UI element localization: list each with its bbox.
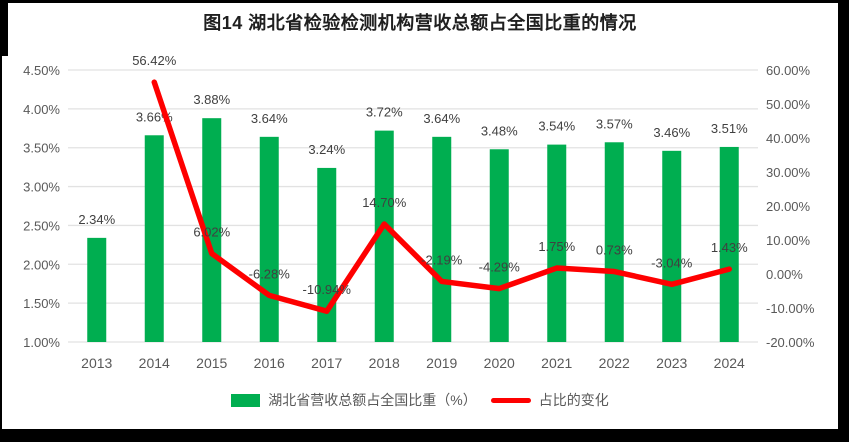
frame-corner-block [0, 0, 8, 56]
right-axis-tick: 30.00% [766, 165, 811, 180]
bar-2018 [374, 130, 394, 342]
x-axis-label-2021: 2021 [541, 355, 572, 371]
bar-label-2019: 3.64% [423, 111, 460, 126]
left-axis-tick: 2.00% [23, 257, 60, 272]
bar-2020 [489, 149, 509, 342]
bar-label-2024: 3.51% [711, 121, 748, 136]
x-axis-label-2013: 2013 [81, 355, 112, 371]
bar-label-2013: 2.34% [78, 212, 115, 227]
bar-2015 [202, 118, 222, 342]
right-axis-tick: -20.00% [766, 335, 815, 350]
left-axis-tick: 1.00% [23, 335, 60, 350]
line-label-2023: -3.04% [651, 255, 693, 270]
line-label-2016: -6.28% [249, 266, 291, 281]
line-label-2019: -2.19% [421, 252, 463, 267]
line-label-2014: 56.42% [132, 53, 177, 68]
bar-series-swatch-icon [231, 393, 261, 407]
left-axis-tick: 3.50% [23, 141, 60, 156]
right-axis-tick: 50.00% [766, 97, 811, 112]
right-axis-tick: -10.00% [766, 301, 815, 316]
x-axis-label-2016: 2016 [254, 355, 285, 371]
chart-title: 图14 湖北省检验检测机构营收总额占全国比重的情况 [203, 13, 637, 33]
x-axis-label-2014: 2014 [139, 355, 170, 371]
line-label-2015: 6.02% [193, 225, 230, 240]
left-axis-tick: 1.50% [23, 296, 60, 311]
legend-bar-label: 湖北省营收总额占全国比重（%） [268, 392, 477, 408]
line-label-2020: -4.29% [479, 260, 521, 275]
right-axis-tick: 20.00% [766, 199, 811, 214]
bar-label-2022: 3.57% [596, 116, 633, 131]
chart-legend: 湖北省营收总额占全国比重（%） 占比的变化 [2, 390, 838, 410]
chart-page-background [2, 3, 838, 429]
bar-2016 [259, 136, 279, 342]
bar-label-2016: 3.64% [251, 111, 288, 126]
bar-2024 [719, 146, 739, 342]
bar-label-2023: 3.46% [653, 125, 690, 140]
left-axis-tick: 4.00% [23, 102, 60, 117]
bar-label-2015: 3.88% [193, 92, 230, 107]
x-axis-label-2020: 2020 [484, 355, 515, 371]
right-axis-tick: 40.00% [766, 131, 811, 146]
bar-2022 [604, 142, 624, 342]
bar-label-2017: 3.24% [308, 142, 345, 157]
line-label-2024: 1.43% [711, 240, 748, 255]
line-label-2022: 0.73% [596, 243, 633, 258]
x-axis-label-2022: 2022 [599, 355, 630, 371]
bar-label-2020: 3.48% [481, 123, 518, 138]
x-axis-label-2024: 2024 [714, 355, 745, 371]
bar-2021 [547, 144, 567, 342]
left-axis-tick: 4.50% [23, 63, 60, 78]
bar-label-2018: 3.72% [366, 105, 403, 120]
right-axis-tick: 10.00% [766, 233, 811, 248]
right-axis-tick: 60.00% [766, 63, 811, 78]
legend-item-line-series: 占比的变化 [490, 390, 609, 410]
change-rate-line [151, 79, 732, 314]
bar-2014 [144, 135, 164, 342]
left-axis-tick: 3.00% [23, 180, 60, 195]
line-series-swatch-icon [490, 397, 531, 403]
bar-2019 [432, 136, 452, 342]
bar-2017 [317, 167, 337, 342]
x-axis-label-2017: 2017 [311, 355, 342, 371]
bar-2023 [662, 150, 682, 342]
right-axis-tick: 0.00% [766, 267, 803, 282]
x-axis-label-2018: 2018 [369, 355, 400, 371]
left-axis-tick: 2.50% [23, 218, 60, 233]
x-axis-label-2023: 2023 [656, 355, 687, 371]
x-axis-label-2019: 2019 [426, 355, 457, 371]
legend-item-bar-series: 湖北省营收总额占全国比重（%） [231, 390, 477, 410]
x-axis-label-2015: 2015 [196, 355, 227, 371]
line-label-2021: 1.75% [538, 239, 575, 254]
line-label-2017: -10.94% [303, 282, 352, 297]
line-label-2018: 14.70% [362, 195, 407, 210]
legend-line-label: 占比的变化 [538, 392, 609, 408]
bar-label-2021: 3.54% [538, 119, 575, 134]
bar-2013 [87, 237, 107, 342]
